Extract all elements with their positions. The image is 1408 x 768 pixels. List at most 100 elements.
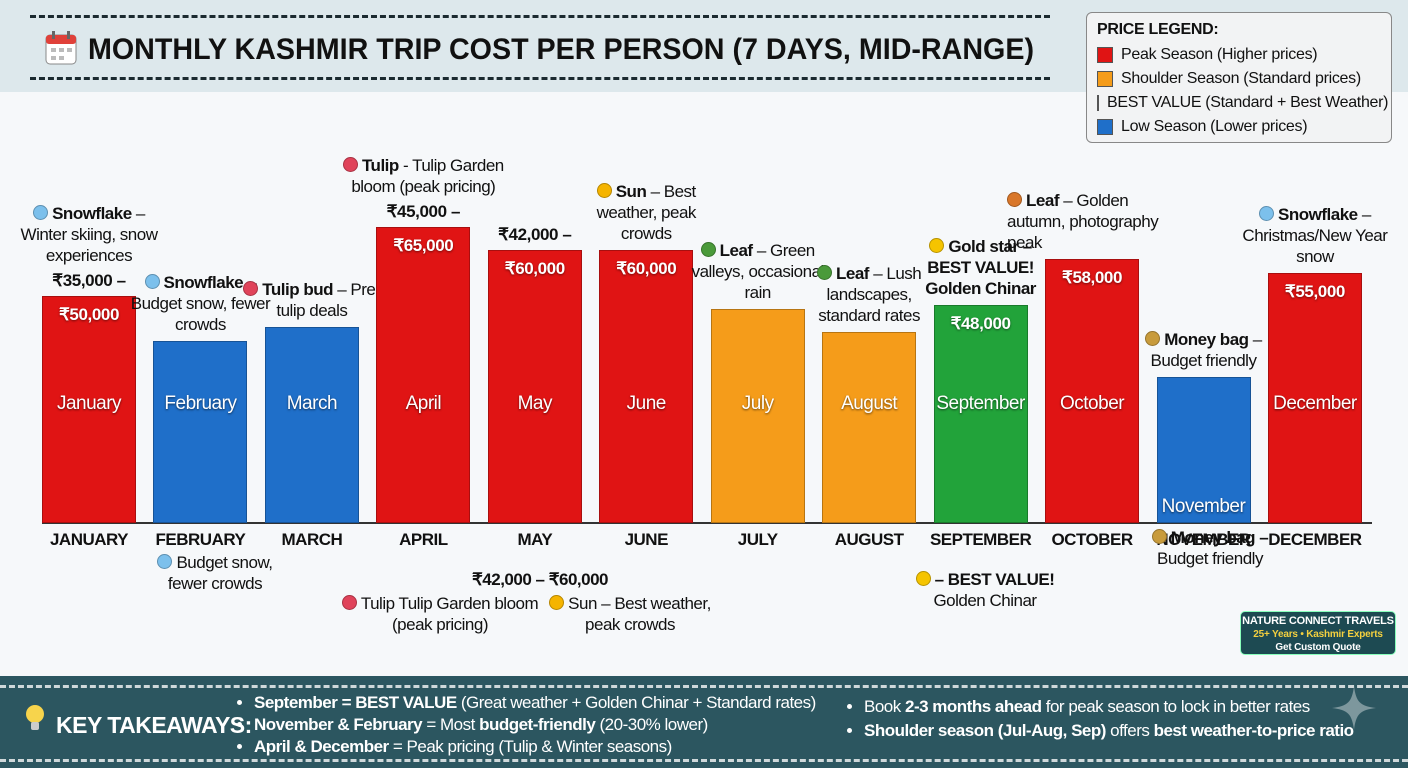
bar-month-label: September [936, 393, 1025, 414]
note: ₹42,000 – ₹60,000 [440, 569, 640, 590]
annotation-text: – Winter skiing, snow experiences [20, 203, 158, 265]
note-bold: – BEST VALUE! [934, 570, 1055, 589]
legend-note: (Higher prices) [1216, 46, 1318, 63]
annotation: Money bag – Budget friendly [1129, 329, 1279, 371]
bar [264, 327, 359, 523]
takeaway-segment: (20-30% lower) [595, 715, 709, 734]
legend-title: PRICE LEGEND: [1097, 21, 1219, 38]
annotation-icon-label: Snowflake [163, 273, 244, 292]
takeaway-segment: = Most [422, 715, 480, 734]
legend-item: Shoulder Season (Standard prices) [1097, 67, 1381, 91]
x-tick-label: FEBRUARY [155, 530, 246, 549]
note: – BEST VALUE! Golden Chinar [900, 569, 1070, 611]
badge-cta[interactable]: Get Custom Quote [1275, 642, 1361, 653]
takeaway-segment: September = BEST VALUE [254, 693, 457, 712]
takeaway: September = BEST VALUE (Great weather + … [254, 692, 816, 714]
title-box: MONTHLY KASHMIR TRIP COST PER PERSON (7 … [88, 33, 1034, 66]
note-bold: Money bag – [1170, 528, 1269, 547]
annotation-icon-label: Sun [615, 182, 647, 201]
takeaways-right: Book 2-3 months ahead for peak season to… [846, 695, 1354, 743]
legend-swatch [1097, 95, 1099, 111]
annotation-icon-label: Tulip bud [262, 280, 333, 300]
note: Sun – Best weather, peak crowds [535, 593, 725, 635]
bar [1045, 259, 1140, 523]
divider [0, 685, 1408, 688]
takeaway-segment: for peak season to lock in better rates [1041, 697, 1311, 716]
value-label: ₹50,000 [58, 304, 119, 324]
legend-note: (Standard prices) [1243, 70, 1361, 87]
x-tick-label: AUGUST [834, 530, 904, 549]
note: Tulip Tulip Garden bloom (peak pricing) [330, 593, 550, 635]
icon [700, 242, 716, 258]
bar [1267, 272, 1362, 523]
legend: PRICE LEGEND: Peak Season (Higher prices)… [1086, 12, 1392, 143]
takeaway-segment: November & February [254, 715, 423, 734]
x-tick-label: JULY [737, 530, 778, 549]
icon [596, 183, 612, 198]
annotation-text: – Golden autumn, photography peak [1007, 191, 1159, 253]
bar-month-label: July [741, 393, 774, 414]
sparkle [1332, 686, 1376, 730]
divider [30, 15, 1050, 18]
value-label: ₹60,000 [504, 259, 565, 278]
bar-month-label: August [841, 393, 898, 414]
value-label: ₹55,000 [1284, 281, 1345, 301]
annotation: Leaf – Green valleys, occasional rain [683, 240, 833, 303]
icon [1259, 205, 1275, 221]
takeaway-segment: April & December [254, 737, 389, 756]
note-text: Sun – Best weather, peak crowds [568, 594, 711, 634]
icon [144, 274, 160, 289]
note-bold: ₹42,000 – ₹60,000 [471, 570, 609, 589]
icon [1145, 331, 1161, 347]
bar-month-label: October [1060, 393, 1125, 414]
takeaways-left: September = BEST VALUE (Great weather + … [236, 692, 816, 758]
takeaway-segment: = Peak pricing (Tulip & Winter seasons) [388, 737, 672, 756]
annotation-icon-label: Snowflake [1278, 204, 1358, 224]
badge-tagline: 25+ Years • Kashmir Experts [1253, 629, 1383, 640]
note-text: Budget snow, fewer crowds [167, 553, 273, 593]
icon [1151, 529, 1167, 544]
legend-note: (Standard + Best Weather) [1205, 94, 1389, 111]
bar-month-label: March [286, 393, 338, 414]
footer: KEY TAKEAWAYS: September = BEST VALUE (G… [0, 676, 1408, 768]
annotation-text: - Tulip Garden bloom (peak pricing) [351, 156, 504, 197]
x-tick-label: JUNE [624, 530, 669, 549]
legend-name: Shoulder Season [1121, 70, 1240, 87]
bar [599, 250, 694, 523]
range-label: ₹35,000 – [52, 270, 126, 290]
divider [0, 759, 1408, 762]
annotation: Tulip - Tulip Garden bloom (peak pricing… [333, 155, 513, 197]
legend-note: (Lower prices) [1210, 118, 1308, 135]
icon [342, 157, 358, 173]
annotation-icon-label: Gold star [948, 236, 1019, 256]
takeaway-segment: budget-friendly [479, 715, 596, 734]
bar [1156, 377, 1251, 523]
annotation-text: – Green valleys, occasional rain [691, 241, 825, 303]
note: Budget snow, fewer crowds [140, 552, 290, 594]
bar-month-label: November [1161, 496, 1246, 517]
bar-month-label: May [517, 393, 553, 414]
bar-month-label: June [626, 393, 667, 414]
legend-swatch [1097, 71, 1113, 87]
takeaway-segment: Book [864, 697, 905, 716]
annotation-text: – Lush landscapes, standard rates [818, 263, 922, 325]
annotation-icon-label: Snowflake [52, 203, 132, 223]
bar [376, 227, 471, 523]
icon [33, 204, 49, 220]
x-tick-label: MAY [517, 530, 553, 549]
icon [341, 595, 357, 610]
annotation-text: – BEST VALUE! Golden Chinar [925, 236, 1036, 298]
note-text: Budget friendly [1157, 549, 1263, 568]
note: Money bag – Budget friendly [1135, 527, 1285, 569]
takeaway: Shoulder season (Jul-Aug, Sep) offers be… [864, 719, 1354, 743]
icon [157, 554, 173, 569]
bar [933, 304, 1028, 523]
annotation: Sun – Best weather, peak crowds [571, 181, 721, 244]
x-tick-label: DECEMBER [1268, 530, 1362, 549]
legend-name: Peak Season [1121, 46, 1213, 63]
annotation: Leaf – Lush landscapes, standard rates [794, 263, 944, 326]
note-text: Golden Chinar [933, 591, 1037, 610]
x-tick-label: SEPTEMBER [929, 530, 1032, 549]
annotation: Snowflake – Winter skiing, snow experien… [14, 203, 164, 266]
x-axis [42, 522, 1372, 524]
